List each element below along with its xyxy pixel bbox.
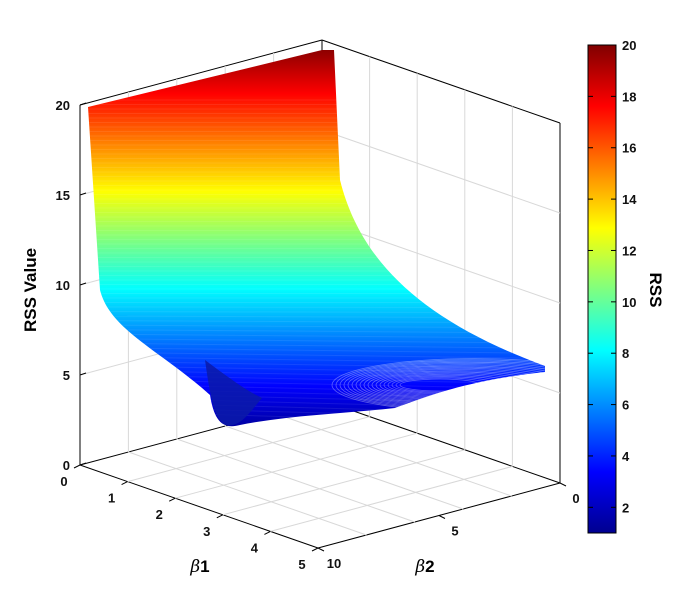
tick-mark-beta1 <box>311 547 319 552</box>
tick-mark-beta2 <box>317 547 325 552</box>
colorbar-label: RSS <box>646 273 665 308</box>
surface-contour-line <box>88 342 545 349</box>
surface-contour-line <box>88 338 545 344</box>
colorbar-tick-label: 10 <box>622 295 636 310</box>
gridline-beta2-floor <box>273 412 512 497</box>
tick-mark-z <box>79 462 87 466</box>
colorbar-tick-label: 8 <box>622 346 629 361</box>
colorbar-tick-label: 18 <box>622 89 636 104</box>
tick-mark-z <box>79 192 87 196</box>
surface-contour-line <box>88 306 545 309</box>
tick-mark-beta1 <box>216 514 224 519</box>
colorbar-tick-label: 16 <box>622 141 636 156</box>
tick-label-z: 5 <box>63 368 70 383</box>
tick-label-z: 10 <box>56 278 70 293</box>
tick-label-beta2: 5 <box>451 524 458 539</box>
tick-label-beta1: 5 <box>298 557 305 572</box>
x-axis-label: β1 <box>189 557 209 577</box>
colorbar-tick-label: 14 <box>622 192 637 207</box>
tick-label-beta1: 2 <box>156 507 163 522</box>
tick-label-z: 15 <box>56 188 70 203</box>
floor-edge-right <box>321 399 561 484</box>
tick-label-beta2: 0 <box>572 491 579 506</box>
tick-label-beta1: 1 <box>108 491 115 506</box>
gridline-beta1-floor <box>175 432 418 499</box>
gridline-beta1-floor <box>127 416 370 483</box>
gridline-beta1-floor <box>270 465 513 532</box>
tick-mark-beta1 <box>264 530 271 535</box>
y-axis-label: β2 <box>414 557 434 577</box>
axis-line-beta1 <box>79 464 319 549</box>
tick-label-z: 20 <box>56 98 70 113</box>
tick-labels: 0 5 10 15 20 0 1 2 3 4 5 0 5 10 <box>56 98 580 572</box>
box-edge-top-right <box>321 39 561 124</box>
colorbar-tick-label: 20 <box>622 38 636 53</box>
tick-label-beta1: 0 <box>60 474 67 489</box>
box-edge-top-left <box>79 39 323 106</box>
gridline-beta2-floor <box>225 425 464 510</box>
colorbar-tick-label: 12 <box>622 243 636 258</box>
gridline-beta2-floor <box>176 438 415 523</box>
tick-label-z: 0 <box>63 458 70 473</box>
surface-contour-line <box>88 351 545 360</box>
tick-mark-beta1 <box>73 464 81 469</box>
tick-label-beta1: 3 <box>203 524 210 539</box>
gridline-beta2-floor <box>128 451 367 536</box>
tick-mark-beta2 <box>438 515 446 519</box>
colorbar-gradient <box>587 44 617 534</box>
surface-minimum-dip <box>205 360 262 426</box>
tick-label-beta1: 4 <box>251 540 259 555</box>
tick-label-beta2: 10 <box>327 556 341 571</box>
tick-mark-z <box>79 102 87 106</box>
gridline-z-right <box>321 219 561 304</box>
gridline-beta1-floor <box>222 449 465 516</box>
z-axis-label: RSS Value <box>21 248 40 332</box>
colorbar-tick-label: 2 <box>622 500 629 515</box>
tick-mark-beta1 <box>168 497 176 502</box>
gridline-z-right <box>321 129 561 214</box>
tick-mark-beta2 <box>559 482 567 487</box>
colorbar-tick-label: 4 <box>622 449 630 464</box>
surface-contour-line <box>88 347 545 354</box>
tick-mark-z <box>79 282 87 286</box>
rss-surface <box>88 50 545 427</box>
tick-mark-z <box>79 372 87 376</box>
colorbar: 2 4 6 8 10 12 14 16 18 20 RSS <box>587 38 665 534</box>
tick-mark-beta1 <box>121 481 128 486</box>
colorbar-tick-label: 6 <box>622 398 629 413</box>
